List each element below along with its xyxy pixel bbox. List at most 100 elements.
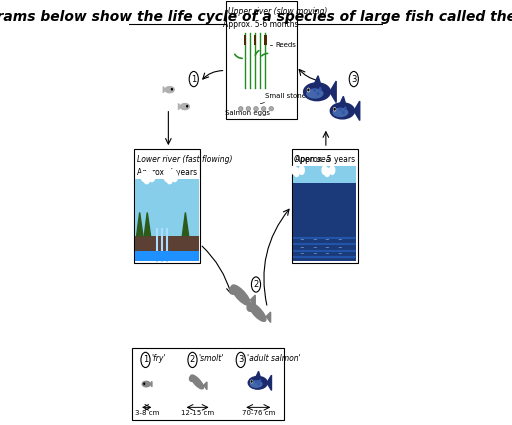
- FancyBboxPatch shape: [135, 251, 199, 261]
- Circle shape: [349, 71, 358, 87]
- Circle shape: [322, 166, 327, 174]
- Circle shape: [294, 168, 299, 176]
- Circle shape: [172, 171, 178, 181]
- Circle shape: [188, 352, 197, 368]
- Circle shape: [299, 166, 304, 174]
- Circle shape: [334, 108, 335, 110]
- FancyBboxPatch shape: [291, 149, 357, 264]
- FancyBboxPatch shape: [132, 348, 284, 420]
- Text: 3: 3: [351, 74, 356, 84]
- Ellipse shape: [330, 103, 354, 119]
- Text: ~: ~: [325, 245, 329, 250]
- Ellipse shape: [246, 107, 251, 111]
- Text: Small stones: Small stones: [260, 93, 310, 104]
- Polygon shape: [267, 375, 271, 391]
- FancyBboxPatch shape: [134, 149, 200, 264]
- Text: Lower river (fast flowing): Lower river (fast flowing): [137, 155, 232, 164]
- FancyBboxPatch shape: [254, 35, 257, 45]
- Text: ~: ~: [325, 252, 329, 257]
- Circle shape: [317, 92, 319, 95]
- Polygon shape: [315, 76, 320, 83]
- Text: 70-76 cm: 70-76 cm: [242, 410, 275, 416]
- Ellipse shape: [180, 104, 189, 110]
- Ellipse shape: [333, 108, 348, 116]
- Circle shape: [164, 171, 170, 181]
- Circle shape: [325, 168, 330, 176]
- Circle shape: [308, 89, 309, 91]
- Ellipse shape: [248, 377, 267, 389]
- Circle shape: [169, 169, 175, 179]
- FancyBboxPatch shape: [225, 1, 296, 119]
- Circle shape: [291, 166, 296, 174]
- Circle shape: [314, 89, 315, 91]
- Text: 1: 1: [191, 74, 197, 84]
- Text: ~: ~: [325, 238, 329, 243]
- FancyBboxPatch shape: [293, 166, 356, 183]
- Circle shape: [141, 171, 147, 181]
- Ellipse shape: [249, 303, 266, 321]
- Text: 3: 3: [238, 355, 243, 364]
- Circle shape: [308, 88, 309, 92]
- Text: 1: 1: [143, 355, 148, 364]
- Circle shape: [251, 381, 252, 382]
- Text: 2: 2: [190, 355, 195, 364]
- Ellipse shape: [189, 376, 194, 381]
- Circle shape: [236, 352, 245, 368]
- Polygon shape: [144, 212, 151, 236]
- Ellipse shape: [261, 107, 266, 111]
- Text: 'smolt': 'smolt': [199, 354, 224, 363]
- Ellipse shape: [142, 381, 151, 387]
- FancyBboxPatch shape: [135, 236, 199, 261]
- Circle shape: [319, 88, 321, 90]
- Circle shape: [251, 277, 261, 292]
- Polygon shape: [151, 381, 152, 387]
- FancyBboxPatch shape: [244, 35, 246, 45]
- Ellipse shape: [239, 107, 243, 111]
- FancyBboxPatch shape: [293, 178, 356, 261]
- Circle shape: [334, 108, 335, 110]
- Ellipse shape: [231, 285, 250, 305]
- Polygon shape: [354, 101, 360, 121]
- Text: Approx. 4 years: Approx. 4 years: [137, 168, 197, 177]
- Ellipse shape: [304, 83, 330, 101]
- FancyBboxPatch shape: [264, 35, 267, 45]
- Text: Approx. 5 years: Approx. 5 years: [295, 155, 355, 164]
- Text: The diagrams below show the life cycle of a species of large fish called the sal: The diagrams below show the life cycle o…: [0, 10, 512, 24]
- Polygon shape: [340, 96, 345, 103]
- Ellipse shape: [190, 375, 203, 389]
- Circle shape: [330, 166, 335, 174]
- Circle shape: [141, 352, 150, 368]
- Polygon shape: [266, 312, 271, 323]
- Text: 3-8 cm: 3-8 cm: [135, 410, 159, 416]
- Text: 12-15 cm: 12-15 cm: [181, 410, 214, 416]
- Text: 'fry': 'fry': [152, 354, 166, 363]
- Text: ~: ~: [312, 238, 317, 243]
- Ellipse shape: [307, 89, 323, 98]
- Ellipse shape: [250, 381, 262, 387]
- Circle shape: [255, 381, 257, 382]
- Text: ~: ~: [337, 245, 342, 250]
- Polygon shape: [137, 212, 143, 236]
- Text: 'adult salmon': 'adult salmon': [247, 354, 301, 363]
- Circle shape: [345, 107, 346, 109]
- Circle shape: [258, 383, 259, 385]
- Ellipse shape: [247, 304, 253, 311]
- Text: Open sea: Open sea: [294, 155, 330, 164]
- Text: Upper river (slow moving): Upper river (slow moving): [228, 7, 328, 16]
- Text: Reeds: Reeds: [270, 42, 296, 48]
- Polygon shape: [182, 212, 189, 236]
- Text: ~: ~: [337, 252, 342, 257]
- Text: ~: ~: [337, 238, 342, 243]
- Ellipse shape: [254, 107, 258, 111]
- FancyBboxPatch shape: [135, 178, 199, 261]
- Text: Salmon eggs: Salmon eggs: [225, 110, 270, 116]
- Text: 2: 2: [253, 280, 259, 289]
- Text: ~: ~: [312, 252, 317, 257]
- Ellipse shape: [165, 87, 174, 93]
- Text: ~: ~: [300, 252, 304, 257]
- Circle shape: [144, 173, 150, 184]
- Polygon shape: [179, 104, 180, 110]
- Circle shape: [166, 173, 173, 184]
- Circle shape: [149, 171, 155, 181]
- Text: Approx. 5-6 months: Approx. 5-6 months: [223, 20, 299, 29]
